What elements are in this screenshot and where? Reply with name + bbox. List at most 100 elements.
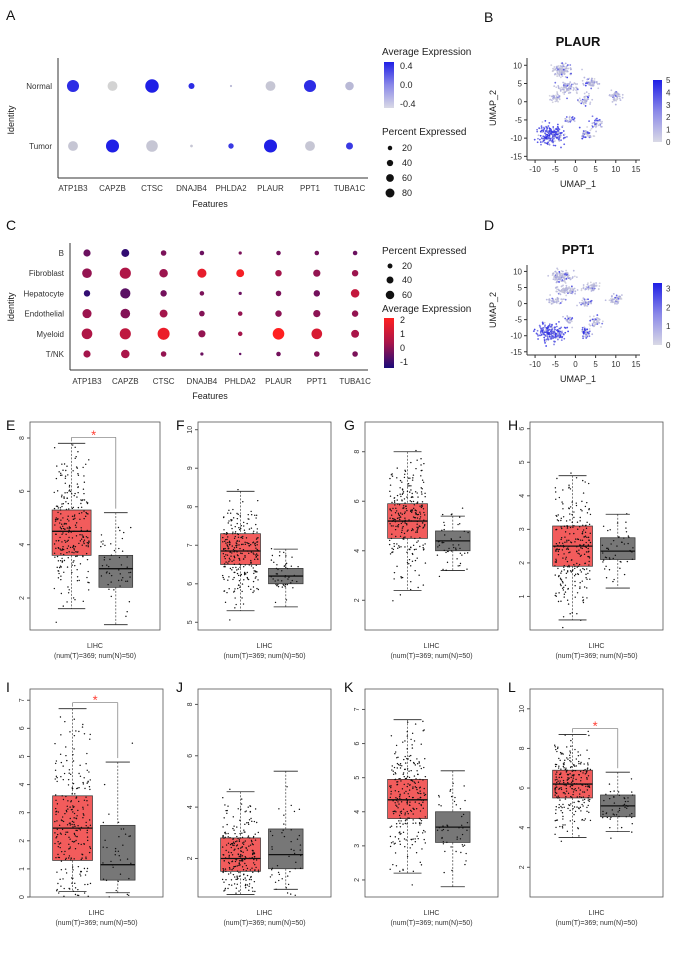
jitter-point bbox=[67, 515, 69, 517]
jitter-point bbox=[461, 824, 463, 826]
umap-point bbox=[556, 297, 559, 300]
jitter-point bbox=[247, 836, 249, 838]
jitter-point bbox=[65, 811, 68, 813]
jitter-point bbox=[57, 507, 60, 509]
jitter-point bbox=[400, 812, 403, 815]
umap-point bbox=[558, 98, 561, 101]
jitter-point bbox=[79, 534, 81, 536]
jitter-point bbox=[245, 847, 247, 849]
ytick-label: 5 bbox=[187, 620, 194, 624]
umap-point bbox=[559, 65, 562, 67]
jitter-point bbox=[65, 754, 67, 757]
jitter-point bbox=[579, 587, 581, 590]
jitter-point bbox=[232, 841, 235, 843]
jitter-point bbox=[579, 754, 582, 756]
jitter-point bbox=[223, 532, 225, 535]
umap-point bbox=[585, 91, 588, 94]
jitter-point bbox=[422, 481, 425, 484]
jitter-point bbox=[251, 867, 253, 869]
jitter-point bbox=[86, 502, 89, 504]
jitter-point bbox=[560, 805, 562, 808]
jitter-point bbox=[59, 548, 61, 550]
umap-point bbox=[601, 120, 603, 123]
umap-point bbox=[585, 95, 587, 97]
jitter-point bbox=[390, 514, 393, 516]
umap-point bbox=[598, 285, 601, 287]
xlabel-sub: (num(T)=369; num(N)=50) bbox=[55, 920, 137, 927]
jitter-point bbox=[66, 831, 69, 833]
jitter-point bbox=[588, 734, 590, 737]
jitter-point bbox=[576, 521, 579, 523]
jitter-point bbox=[398, 545, 400, 547]
jitter-point bbox=[414, 559, 417, 562]
jitter-point bbox=[252, 552, 254, 554]
jitter-point bbox=[579, 516, 581, 519]
jitter-point bbox=[416, 792, 419, 794]
umap-point bbox=[545, 338, 548, 341]
jitter-point bbox=[407, 813, 409, 815]
umap-point bbox=[544, 341, 546, 344]
umap-point bbox=[557, 127, 560, 129]
jitter-point bbox=[603, 799, 605, 802]
umap-point bbox=[554, 334, 557, 337]
jitter-point bbox=[83, 867, 86, 870]
umap-point bbox=[559, 335, 562, 337]
jitter-point bbox=[414, 491, 417, 493]
jitter-point bbox=[62, 878, 64, 880]
jitter-point bbox=[410, 485, 412, 487]
jitter-point bbox=[254, 544, 257, 547]
umap-point bbox=[563, 65, 566, 68]
jitter-point bbox=[229, 551, 231, 554]
jitter-point bbox=[456, 838, 458, 840]
jitter-point bbox=[632, 547, 634, 549]
jitter-point bbox=[625, 804, 628, 807]
jitter-point bbox=[412, 786, 414, 788]
dot-a bbox=[146, 140, 158, 152]
jitter-point bbox=[460, 851, 462, 854]
jitter-point bbox=[78, 828, 80, 830]
jitter-point bbox=[574, 585, 576, 587]
jitter-point bbox=[558, 803, 560, 806]
jitter-point bbox=[409, 588, 412, 591]
umap-point bbox=[533, 328, 536, 331]
jitter-point bbox=[555, 792, 558, 794]
jitter-point bbox=[560, 787, 562, 789]
jitter-point bbox=[629, 814, 631, 816]
jitter-point bbox=[118, 569, 120, 571]
color-tick-c: -1 bbox=[400, 357, 408, 367]
jitter-point bbox=[229, 619, 231, 621]
jitter-point bbox=[560, 570, 563, 572]
jitter-point bbox=[76, 483, 79, 485]
jitter-point bbox=[403, 532, 406, 535]
jitter-point bbox=[281, 878, 283, 880]
jitter-point bbox=[71, 882, 73, 884]
jitter-point bbox=[402, 869, 404, 871]
jitter-point bbox=[400, 820, 402, 822]
umap-point bbox=[551, 324, 553, 327]
jitter-point bbox=[574, 787, 576, 790]
umap-point bbox=[595, 321, 597, 324]
jitter-point bbox=[580, 547, 582, 549]
jitter-point bbox=[113, 549, 116, 552]
umap-point bbox=[562, 72, 565, 75]
jitter-point bbox=[630, 778, 633, 780]
umap-point bbox=[541, 140, 544, 143]
jitter-point bbox=[579, 763, 582, 765]
umap-point bbox=[544, 329, 547, 332]
jitter-point bbox=[569, 786, 572, 788]
umap-point bbox=[562, 290, 565, 293]
jitter-point bbox=[236, 840, 238, 842]
jitter-point bbox=[583, 763, 585, 765]
jitter-point bbox=[256, 821, 258, 824]
jitter-point bbox=[269, 876, 272, 878]
umap-point bbox=[533, 138, 536, 141]
umap-point bbox=[556, 71, 559, 73]
jitter-point bbox=[222, 871, 224, 873]
jitter-point bbox=[237, 536, 240, 539]
umap-point bbox=[566, 316, 569, 319]
jitter-point bbox=[75, 839, 77, 842]
umap-point bbox=[552, 97, 555, 100]
umap-point bbox=[581, 100, 584, 103]
jitter-point bbox=[228, 544, 231, 546]
umap-point bbox=[567, 330, 570, 333]
